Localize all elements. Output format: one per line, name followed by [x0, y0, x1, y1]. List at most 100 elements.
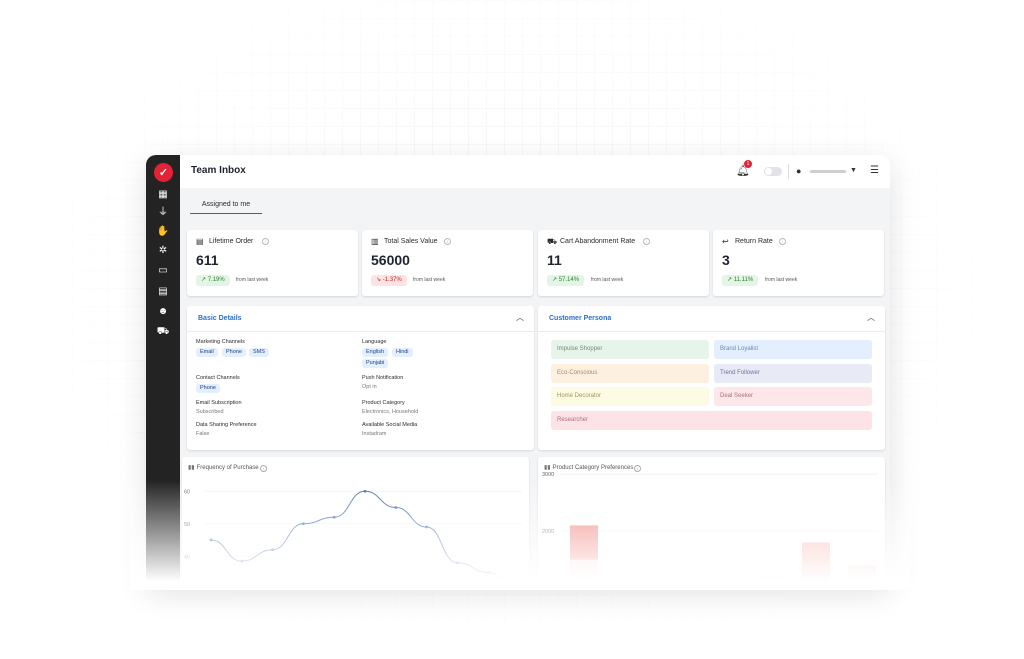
chip-phone: Phone — [222, 348, 246, 357]
data-point — [394, 506, 398, 509]
user-name-placeholder[interactable] — [810, 170, 846, 173]
y-tick-label: 3000 — [542, 472, 554, 478]
list-menu-icon[interactable]: ☰ — [870, 165, 879, 176]
users-icon[interactable]: ☻ — [157, 306, 169, 317]
persona-tag-home-decorator: Home Decorator — [551, 387, 709, 406]
stat-label: Total Sales Value — [384, 238, 438, 245]
frequency-chart-card: ▮▮ Frequency of Purchase i 60 50 40 — [182, 457, 529, 585]
user-icon[interactable]: ● — [796, 166, 802, 176]
panel-title: Customer Persona — [549, 315, 612, 322]
info-icon[interactable]: i — [262, 238, 269, 245]
stat-value: 3 — [722, 252, 730, 268]
order-icon: ▤ — [196, 237, 204, 246]
info-icon[interactable]: i — [643, 238, 650, 245]
gear-icon[interactable]: ✲ — [158, 245, 168, 256]
panel-header[interactable]: Customer Persona ︿ — [538, 306, 885, 332]
category-bar-chart: 3000 2000 — [542, 472, 878, 585]
chip-contact-phone: Phone — [196, 384, 220, 393]
header-divider — [788, 164, 789, 179]
stat-card-lifetime-order: ▤ Lifetime Order i 611 ↗ 7.19% from last… — [187, 230, 358, 296]
info-icon[interactable]: i — [444, 238, 451, 245]
bar-segment — [570, 525, 598, 560]
stat-change-badge: ↗ 11.11% — [722, 275, 759, 286]
field-label-contact-channels: Contact Channels — [196, 375, 240, 381]
theme-toggle[interactable] — [764, 167, 782, 176]
chevron-down-icon[interactable]: ▼ — [850, 167, 857, 174]
field-label-product-category: Product Category — [362, 400, 405, 406]
bar-chart-icon: ▮▮ — [544, 465, 551, 471]
stat-subtext: from last week — [236, 277, 269, 283]
tab-bar: Assigned to me — [180, 188, 890, 223]
cart-icon[interactable]: ⛟ — [156, 326, 170, 337]
info-icon[interactable]: i — [779, 238, 786, 245]
bar-segment — [570, 559, 598, 585]
persona-tag-brand-loyalist: Brand Loyalist — [714, 340, 872, 359]
persona-tag-eco-conscious: Eco-Conscious — [551, 363, 709, 383]
bar-segment — [848, 565, 876, 585]
chip-sms: SMS — [249, 348, 269, 357]
dashboard-icon[interactable]: ▦ — [158, 189, 168, 200]
tab-assigned-to-me[interactable]: Assigned to me — [190, 199, 262, 214]
page-title: Team Inbox — [191, 165, 246, 176]
stat-change-badge: ↗ 7.19% — [196, 275, 230, 286]
panel-header[interactable]: Basic Details ︿ — [187, 306, 534, 332]
plug-icon[interactable]: ⏚ — [158, 207, 168, 218]
stat-card-return-rate: ↩ Return Rate i 3 ↗ 11.11% from last wee… — [713, 230, 884, 296]
chip-hindi: Hindi — [392, 348, 413, 357]
top-header: Team Inbox 🔔︎ 1 ● ▼ ☰ — [180, 155, 890, 188]
stat-value: 11 — [547, 252, 562, 268]
stat-label: Return Rate — [735, 238, 773, 245]
field-value-data-sharing: False — [196, 431, 210, 437]
data-point — [363, 489, 367, 493]
return-icon: ↩ — [722, 237, 729, 246]
stat-value: 611 — [196, 252, 219, 268]
chevron-up-icon[interactable]: ︿ — [867, 313, 875, 322]
calendar-icon[interactable]: ▤ — [158, 286, 168, 297]
chip-punjabi: Punjabi — [362, 359, 389, 368]
sidebar: ✓ ▦ ⏚ ✋ ✲ ▭ ▤ ☻ ⛟ — [146, 155, 180, 585]
stat-card-total-sales: ▥ Total Sales Value i 56000 ↘ -1.37% fro… — [362, 230, 533, 296]
field-label-language: Language — [362, 339, 387, 345]
chevron-up-icon[interactable]: ︿ — [516, 313, 524, 322]
info-icon[interactable]: i — [634, 465, 642, 472]
y-tick-label: 2000 — [542, 529, 554, 535]
brand-logo-icon[interactable]: ✓ — [154, 163, 173, 182]
persona-tag-deal-seeker: Deal Seeker — [714, 387, 872, 406]
stat-card-cart-abandonment: ⛟ Cart Abandonment Rate i 11 ↗ 57.14% fr… — [538, 230, 709, 296]
field-label-data-sharing: Data Sharing Preference — [196, 422, 257, 428]
field-value-email-subscription: Subscribed — [196, 409, 224, 415]
data-point — [332, 515, 336, 519]
hand-icon[interactable]: ✋ — [156, 226, 170, 237]
data-point — [271, 548, 274, 552]
field-label-email-subscription: Email Subscription — [196, 400, 242, 406]
ticket-icon[interactable]: ▭ — [158, 265, 168, 276]
chart-title: ▮▮ Frequency of Purchase i — [188, 464, 267, 472]
persona-tag-researcher: Researcher — [551, 410, 872, 430]
stat-label: Lifetime Order — [209, 238, 254, 245]
stat-subtext: from last week — [765, 277, 798, 283]
panel-title: Basic Details — [198, 315, 242, 322]
chip-english: English — [362, 348, 389, 357]
y-tick-label: 60 — [184, 489, 190, 495]
stat-subtext: from last week — [413, 277, 446, 283]
data-point — [486, 571, 490, 574]
bar-segment — [756, 576, 784, 585]
stat-change-badge: ↗ 57.14% — [547, 275, 585, 286]
chart-title: ▮▮ Product Category Preferences i — [544, 464, 642, 472]
field-label-push-notification: Push Notification — [362, 375, 404, 381]
chip-email: Email — [196, 348, 218, 357]
data-point — [209, 538, 213, 542]
notification-badge: 1 — [744, 160, 752, 168]
y-tick-label: 40 — [184, 554, 190, 560]
data-point — [425, 525, 428, 529]
cart-icon: ⛟ — [547, 237, 558, 246]
stat-label: Cart Abandonment Rate — [560, 238, 636, 245]
persona-tag-impulse-shopper: Impulse Shopper — [551, 340, 709, 359]
bell-icon[interactable]: 🔔︎ — [736, 165, 750, 177]
frequency-line-chart: 60 50 40 — [184, 489, 522, 585]
data-point — [302, 522, 305, 526]
field-label-marketing-channels: Marketing Channels — [196, 339, 245, 345]
field-value-push-notification: Opt in — [362, 384, 377, 390]
data-point — [240, 559, 244, 563]
info-icon[interactable]: i — [259, 465, 267, 472]
